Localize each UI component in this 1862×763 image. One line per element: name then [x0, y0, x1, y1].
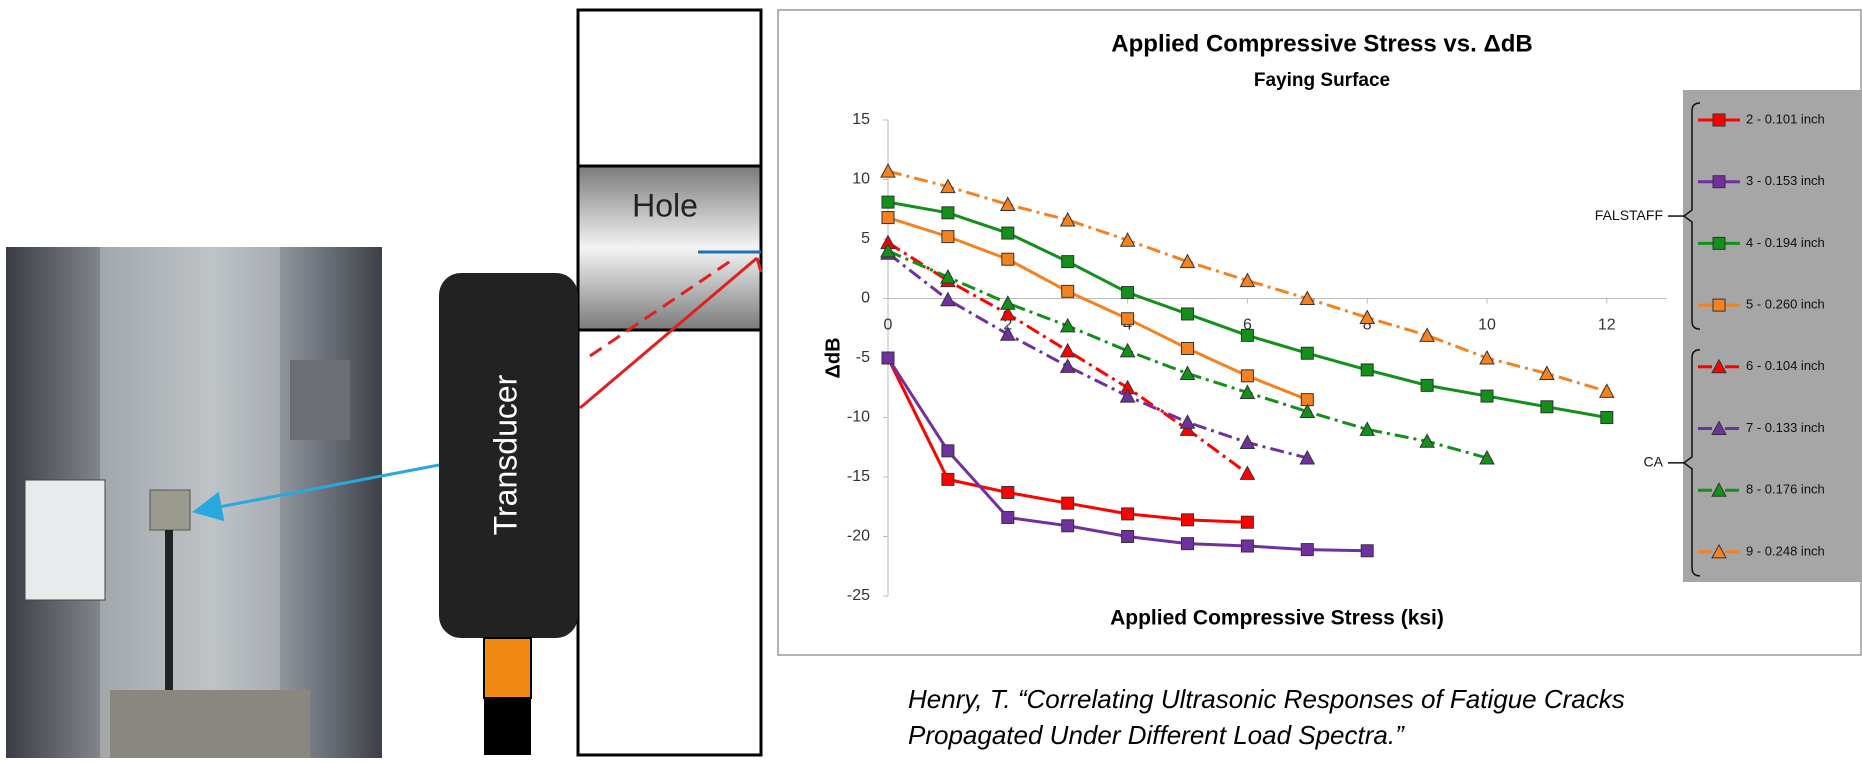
marker — [1241, 329, 1253, 341]
legend-marker — [1713, 299, 1725, 311]
legend-label: 6 - 0.104 inch — [1746, 358, 1825, 373]
photo — [6, 247, 382, 758]
citation-line: Henry, T. “Correlating Ultrasonic Respon… — [908, 684, 1625, 714]
chart-title: Applied Compressive Stress vs. ΔdB — [1111, 30, 1532, 57]
marker — [1182, 514, 1194, 526]
marker — [1002, 486, 1014, 498]
x-tick-label: 0 — [884, 317, 893, 334]
marker — [1182, 342, 1194, 354]
marker — [1541, 401, 1553, 413]
legend-marker — [1713, 237, 1725, 249]
y-tick-label: -5 — [856, 349, 870, 366]
marker — [1301, 347, 1313, 359]
marker — [1122, 531, 1134, 543]
marker — [882, 196, 894, 208]
marker — [1481, 390, 1493, 402]
page: Hole Transducer Applied Compressive Stre… — [0, 0, 1862, 763]
x-tick-label: 12 — [1598, 317, 1616, 334]
marker — [942, 445, 954, 457]
marker — [1062, 285, 1074, 297]
y-tick-label: 10 — [852, 171, 870, 188]
marker — [942, 473, 954, 485]
marker — [1122, 287, 1134, 299]
photo-monitor — [25, 480, 105, 600]
marker — [882, 212, 894, 224]
y-tick-label: -15 — [847, 468, 870, 485]
chart: Applied Compressive Stress vs. ΔdB Fayin… — [778, 10, 1862, 655]
legend-label: 4 - 0.194 inch — [1746, 235, 1825, 250]
y-tick-label: 5 — [861, 230, 870, 247]
y-tick-label: 0 — [861, 290, 870, 307]
marker — [1122, 313, 1134, 325]
legend-group-label: CA — [1644, 454, 1664, 470]
marker — [1361, 545, 1373, 557]
marker — [1062, 497, 1074, 509]
x-axis-label: Applied Compressive Stress (ksi) — [1110, 607, 1444, 630]
y-tick-label: -10 — [847, 409, 870, 426]
connector — [484, 638, 531, 698]
marker — [1601, 412, 1613, 424]
legend-label: 3 - 0.153 inch — [1746, 173, 1825, 188]
legend-label: 2 - 0.101 inch — [1746, 111, 1825, 126]
legend-marker — [1713, 176, 1725, 188]
marker — [1241, 540, 1253, 552]
hole-label: Hole — [632, 187, 698, 223]
photo-base — [110, 690, 310, 758]
marker — [1122, 508, 1134, 520]
citation-line: Propagated Under Different Load Spectra.… — [908, 720, 1405, 750]
marker — [882, 352, 894, 364]
marker — [1241, 516, 1253, 528]
chart-subtitle: Faying Surface — [1254, 70, 1390, 91]
photo-box — [290, 360, 350, 440]
marker — [1301, 544, 1313, 556]
marker — [1421, 379, 1433, 391]
legend-bg — [1683, 90, 1862, 582]
x-tick-label: 10 — [1478, 317, 1496, 334]
marker — [1062, 256, 1074, 268]
connector-base — [484, 698, 531, 755]
marker — [1062, 520, 1074, 532]
marker — [942, 231, 954, 243]
legend-label: 9 - 0.248 inch — [1746, 543, 1825, 558]
legend-label: 7 - 0.133 inch — [1746, 420, 1825, 435]
y-tick-label: -20 — [847, 528, 870, 545]
legend-group-label: FALSTAFF — [1595, 207, 1663, 223]
figure: Hole Transducer Applied Compressive Stre… — [0, 0, 1862, 758]
marker — [1361, 364, 1373, 376]
marker — [1182, 538, 1194, 550]
legend-label: 5 - 0.260 inch — [1746, 297, 1825, 312]
marker — [1182, 308, 1194, 320]
plate — [578, 10, 761, 755]
legend-marker — [1713, 114, 1725, 126]
marker — [1002, 227, 1014, 239]
legend-label: 8 - 0.176 inch — [1746, 482, 1825, 497]
y-tick-label: 15 — [852, 111, 870, 128]
marker — [1002, 511, 1014, 523]
y-tick-label: -25 — [847, 587, 870, 604]
y-axis-label: ΔdB — [822, 337, 844, 378]
transducer-label: Transducer — [487, 374, 523, 535]
photo-sensor — [150, 490, 190, 530]
marker — [1002, 253, 1014, 265]
marker — [1241, 370, 1253, 382]
marker — [942, 207, 954, 219]
